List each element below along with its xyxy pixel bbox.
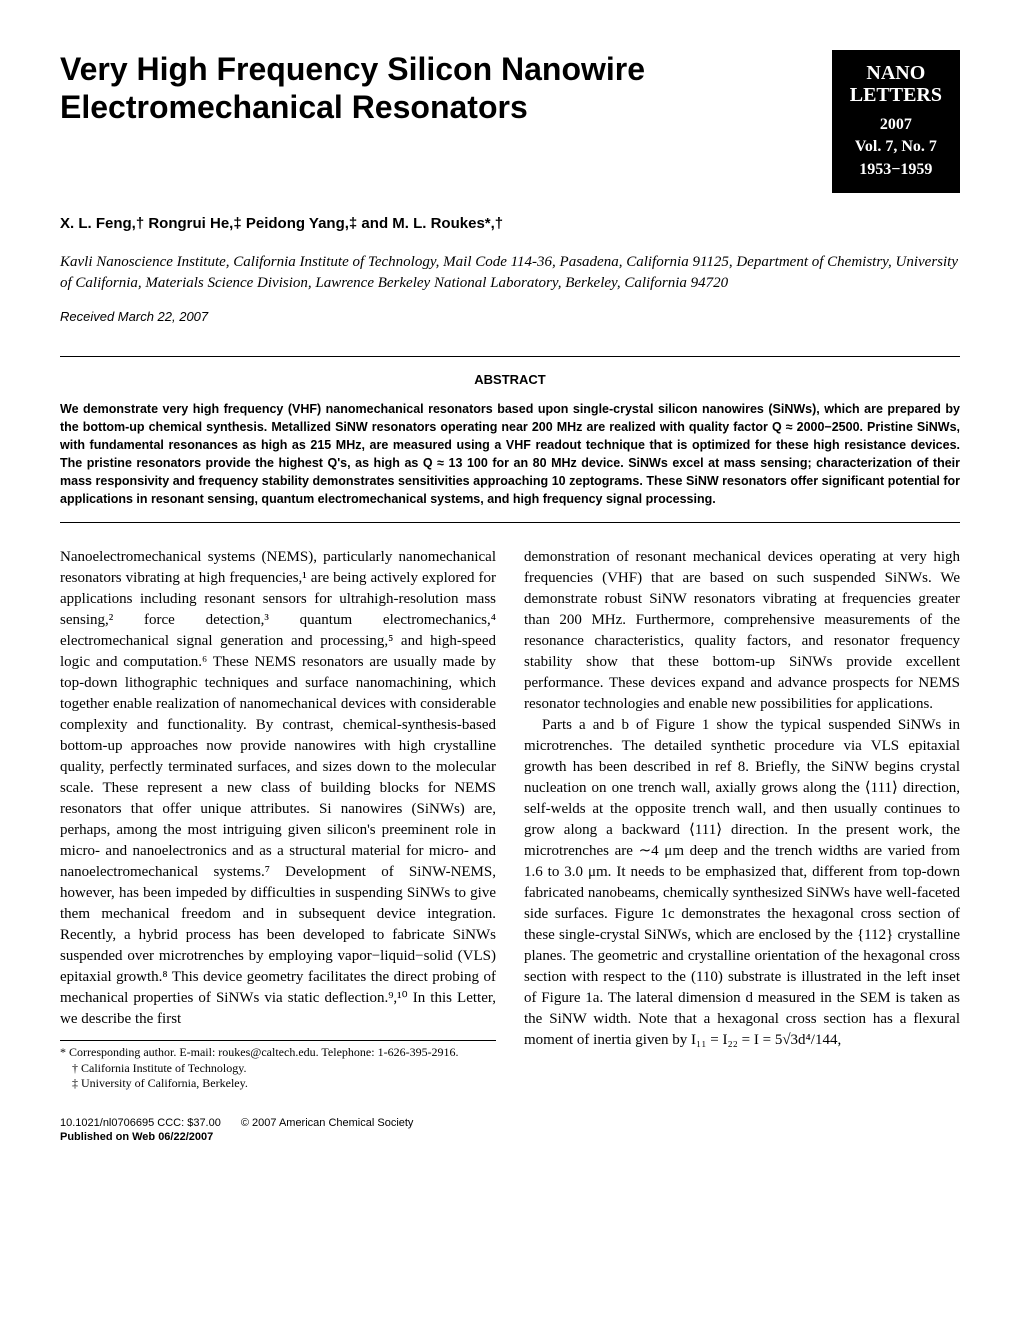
journal-volume: Vol. 7, No. 7 [850,136,942,158]
footnote-aff1: † California Institute of Technology. [60,1061,496,1077]
body-columns: Nanoelectromechanical systems (NEMS), pa… [60,547,960,1092]
authors: X. L. Feng,† Rongrui He,‡ Peidong Yang,‡… [60,213,960,234]
received-date: Received March 22, 2007 [60,308,960,326]
body-paragraph-2: demonstration of resonant mechanical dev… [524,547,960,715]
journal-box: NANO LETTERS 2007 Vol. 7, No. 7 1953−195… [832,50,960,193]
published-date-text: Published on Web 06/22/2007 [60,1131,213,1143]
abstract-text: We demonstrate very high frequency (VHF)… [60,400,960,509]
title-block: Very High Frequency Silicon Nanowire Ele… [60,50,832,127]
footnote-corresponding: * Corresponding author. E-mail: roukes@c… [60,1045,496,1061]
abstract-section: ABSTRACT We demonstrate very high freque… [60,356,960,523]
journal-name: NANO LETTERS [850,62,942,106]
journal-pages: 1953−1959 [850,159,942,181]
footnotes: * Corresponding author. E-mail: roukes@c… [60,1040,496,1092]
affiliation: Kavli Nanoscience Institute, California … [60,252,960,294]
journal-name-line1: NANO [866,62,925,84]
body-p1-text: Nanoelectromechanical systems (NEMS), pa… [60,549,496,1027]
footnote-aff2: ‡ University of California, Berkeley. [60,1076,496,1092]
doi: 10.1021/nl0706695 CCC: $37.00 [60,1116,221,1130]
article-title: Very High Frequency Silicon Nanowire Ele… [60,50,802,127]
body-paragraph-1: Nanoelectromechanical systems (NEMS), pa… [60,547,496,1030]
publication-info: 10.1021/nl0706695 CCC: $37.00 © 2007 Ame… [60,1116,960,1145]
abstract-heading: ABSTRACT [60,371,960,389]
body-paragraph-3: Parts a and b of Figure 1 show the typic… [524,715,960,1051]
pub-info-row1: 10.1021/nl0706695 CCC: $37.00 © 2007 Ame… [60,1116,960,1130]
header-row: Very High Frequency Silicon Nanowire Ele… [60,50,960,193]
journal-year: 2007 [850,114,942,136]
copyright: © 2007 American Chemical Society [241,1116,414,1130]
journal-name-line2: LETTERS [850,84,942,106]
published-date: Published on Web 06/22/2007 [60,1130,960,1144]
